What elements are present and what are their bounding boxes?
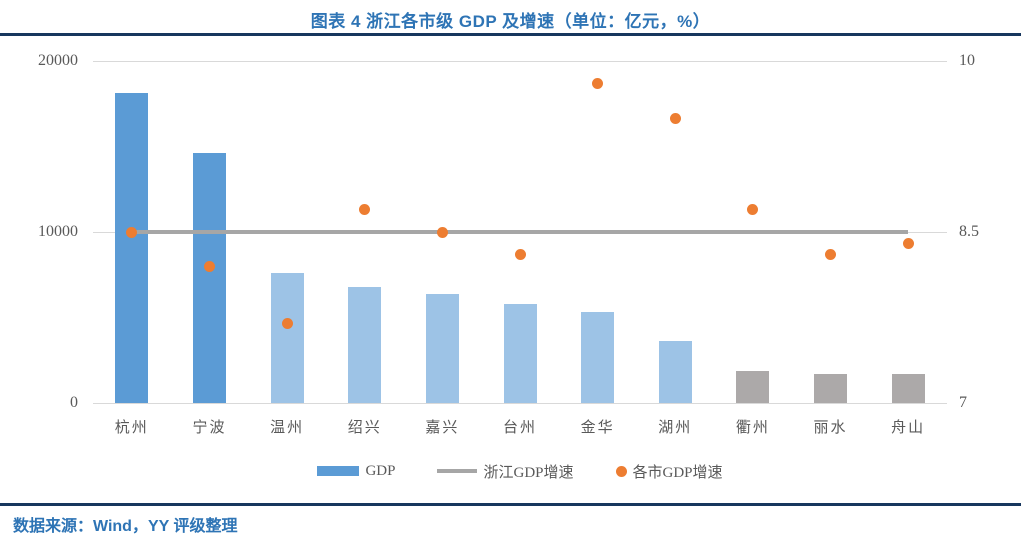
legend-label-city-growth: 各市GDP增速 <box>632 464 723 481</box>
legend-item-city-growth: 各市GDP增速 <box>615 461 723 482</box>
gdp-bar-swatch-icon <box>317 466 360 476</box>
gdp-bar-宁波 <box>192 153 226 403</box>
city-growth-dot-杭州 <box>126 226 138 238</box>
city-growth-dot-丽水 <box>825 249 837 261</box>
gdp-bar-湖州 <box>658 340 692 403</box>
x-axis-label-丽水: 丽水 <box>813 420 848 436</box>
gdp-bar-丽水 <box>814 373 848 403</box>
x-axis-label-舟山: 舟山 <box>891 420 926 436</box>
right-axis-tick-10: 10 <box>959 52 975 69</box>
gdp-bar-台州 <box>503 303 537 403</box>
x-axis-label-衢州: 衢州 <box>735 420 770 436</box>
x-axis-label-金华: 金华 <box>580 420 615 436</box>
legend-label-gdp: GDP <box>365 462 396 479</box>
gdp-bar-嘉兴 <box>425 294 459 403</box>
city-growth-dot-温州 <box>281 317 293 329</box>
right-axis-tick-7: 7 <box>959 394 967 411</box>
legend-label-zhejiang-growth: 浙江GDP增速 <box>483 464 574 481</box>
city-growth-dot-嘉兴 <box>436 226 448 238</box>
chart-title: 图表 4 浙江各市级 GDP 及增速（单位：亿元，%） <box>310 12 711 31</box>
gdp-bar-衢州 <box>736 370 770 403</box>
x-axis-label-杭州: 杭州 <box>114 420 149 436</box>
right-axis-tick-8.5: 8.5 <box>959 223 979 240</box>
gridline-0 <box>93 402 947 404</box>
growth-line-swatch-icon <box>437 469 478 473</box>
gdp-bar-舟山 <box>891 373 925 403</box>
x-axis-label-宁波: 宁波 <box>192 420 227 436</box>
city-growth-dot-金华 <box>592 78 604 90</box>
city-growth-dot-舟山 <box>902 237 914 249</box>
left-axis-tick-0: 0 <box>70 394 78 411</box>
gdp-bar-温州 <box>270 273 304 403</box>
zhejiang-growth-reference-line <box>131 230 909 234</box>
x-axis-label-湖州: 湖州 <box>658 420 693 436</box>
city-growth-dot-台州 <box>514 249 526 261</box>
left-axis-tick-20000: 20000 <box>38 52 78 69</box>
x-axis-label-嘉兴: 嘉兴 <box>425 420 460 436</box>
legend-item-gdp: GDP <box>317 463 395 480</box>
left-axis-tick-10000: 10000 <box>38 223 78 240</box>
city-growth-dot-衢州 <box>747 203 759 215</box>
x-axis-label-台州: 台州 <box>502 420 537 436</box>
data-source-note: 数据来源：Wind，YY 评级整理 <box>13 518 238 535</box>
city-growth-dot-绍兴 <box>359 203 371 215</box>
chart-legend: GDP 浙江GDP增速 各市GDP增速 <box>93 459 947 483</box>
gdp-bar-绍兴 <box>348 286 382 403</box>
city-growth-dot-湖州 <box>669 112 681 124</box>
legend-item-zhejiang-growth: 浙江GDP增速 <box>437 461 574 482</box>
bottom-divider-line <box>0 503 1021 506</box>
gdp-bar-杭州 <box>115 93 149 403</box>
top-divider-line <box>0 33 1021 36</box>
city-growth-dot-swatch-icon <box>615 465 627 477</box>
gdp-bar-金华 <box>581 311 615 403</box>
x-axis-label-温州: 温州 <box>270 420 305 436</box>
city-growth-dot-宁波 <box>203 260 215 272</box>
gridline-20000 <box>93 60 947 62</box>
x-axis-label-绍兴: 绍兴 <box>347 420 382 436</box>
